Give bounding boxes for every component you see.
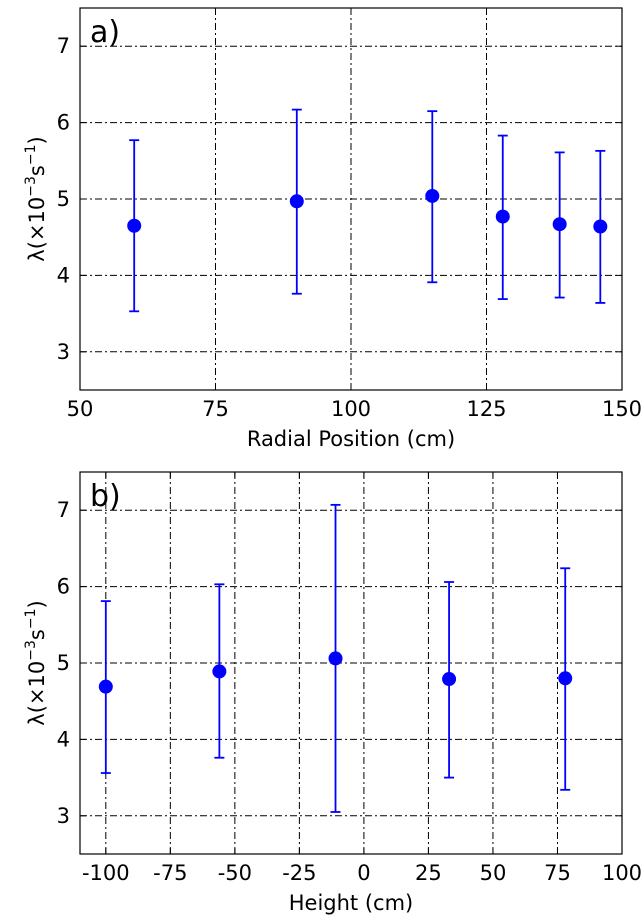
data-marker	[127, 218, 142, 233]
panel-label: a)	[90, 15, 120, 50]
x-axis-label: Height (cm)	[289, 891, 413, 915]
x-tick-label: 50	[480, 861, 507, 885]
y-tick-label: 5	[57, 651, 70, 675]
data-marker	[593, 219, 608, 234]
data-point-5	[558, 567, 573, 791]
y-tick-label: 3	[57, 804, 70, 828]
y-tick-label: 4	[57, 727, 70, 751]
y-tick-label: 7	[57, 34, 70, 58]
data-point-2	[289, 108, 304, 295]
data-point-5	[552, 151, 567, 299]
x-tick-label: -50	[218, 861, 252, 885]
y-axis-label-part: s	[25, 165, 49, 176]
x-tick-label: 50	[67, 397, 94, 421]
y-tick-label: 6	[57, 111, 70, 135]
data-marker	[212, 664, 227, 679]
data-point-4	[442, 581, 457, 779]
y-axis-label-part: −1	[23, 145, 39, 166]
y-axis-label-part: )	[25, 600, 49, 608]
x-axis-label: Radial Position (cm)	[247, 427, 455, 451]
y-axis-label-part: s	[25, 629, 49, 640]
x-tick-label: 75	[202, 397, 229, 421]
y-axis-label: λ(×10−3s−1)	[23, 136, 49, 261]
data-marker	[442, 672, 457, 687]
plot-frame	[79, 7, 623, 391]
x-tick-label: 125	[466, 397, 506, 421]
data-marker	[552, 217, 567, 232]
data-marker	[98, 679, 113, 694]
y-tick-label: 6	[57, 575, 70, 599]
x-tick-label: 0	[357, 861, 370, 885]
x-tick-label: -100	[82, 861, 130, 885]
data-marker	[558, 671, 573, 686]
data-marker	[495, 209, 510, 224]
data-marker	[289, 194, 304, 209]
data-marker	[328, 651, 343, 666]
data-point-1	[98, 600, 113, 774]
x-tick-label: 75	[544, 861, 571, 885]
y-tick-label: 4	[57, 263, 70, 287]
x-tick-label: 150	[602, 397, 641, 421]
panel-label: b)	[90, 479, 121, 514]
y-axis-label-part: λ(×10	[25, 197, 49, 262]
data-point-4	[495, 134, 510, 300]
y-axis-label-part: −3	[23, 640, 39, 661]
data-point-3	[425, 110, 440, 284]
x-tick-label: 100	[602, 861, 641, 885]
data-point-3	[328, 503, 343, 813]
y-axis-label-part: )	[25, 136, 49, 144]
y-tick-label: 7	[57, 498, 70, 522]
x-tick-label: -25	[282, 861, 316, 885]
y-tick-label: 5	[57, 187, 70, 211]
chart-panel-a: 50 75 100 125 150 3 4 5 6 7 Radial Position (cm) λ(…	[23, 7, 641, 451]
y-axis-label-part: −3	[23, 176, 39, 197]
x-tick-label: -75	[153, 861, 187, 885]
chart-panel-b: -100 -75 -50 -25 0 25 50 75 100 3 4 5 6 7 Height (cm) λ…	[23, 471, 641, 915]
y-tick-label: 3	[57, 340, 70, 364]
x-tick-label: 100	[331, 397, 371, 421]
y-axis-label-part: −1	[23, 609, 39, 630]
y-axis-label: λ(×10−3s−1)	[23, 600, 49, 725]
plot-frame	[79, 471, 623, 855]
data-point-2	[212, 583, 227, 759]
x-tick-label: 25	[415, 861, 442, 885]
y-axis-label-part: λ(×10	[25, 661, 49, 726]
data-point-6	[593, 149, 608, 304]
data-point-1	[127, 139, 142, 313]
data-marker	[425, 188, 440, 203]
